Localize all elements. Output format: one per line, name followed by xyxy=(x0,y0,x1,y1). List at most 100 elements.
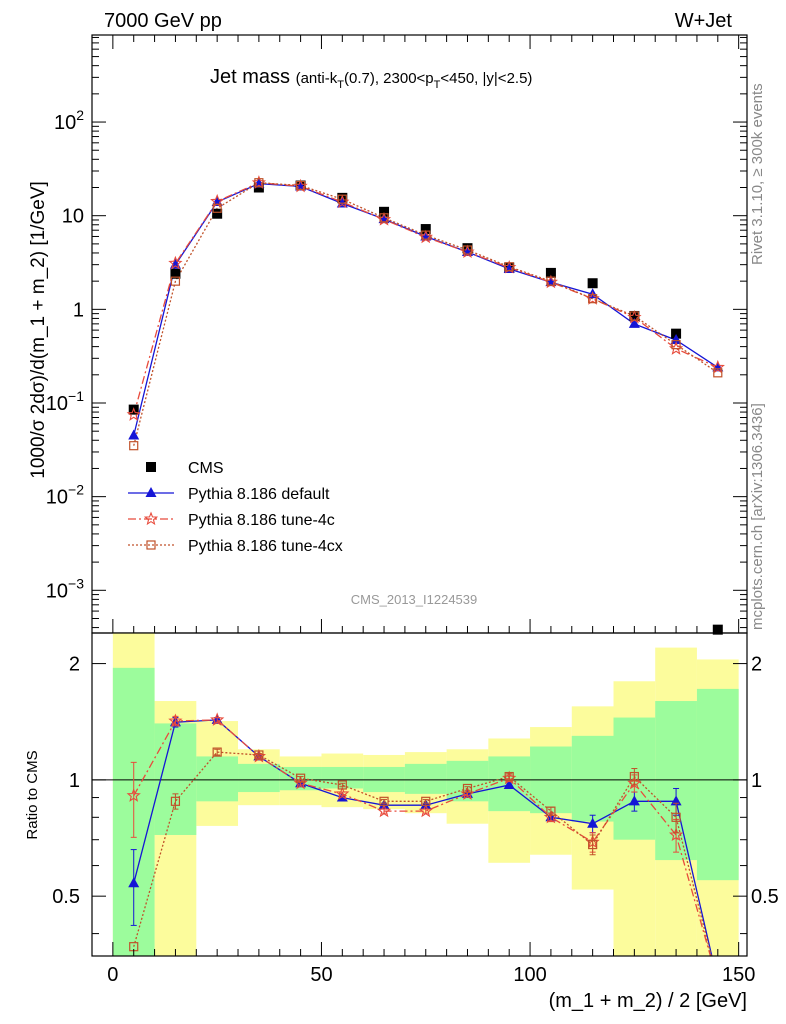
data-point xyxy=(418,803,433,818)
y-tick-base: 10 xyxy=(46,393,68,415)
inner-band xyxy=(154,723,197,835)
main-title-group: Jet mass (anti-kT(0.7), 2300<pT<450, |y|… xyxy=(210,66,532,91)
data-point xyxy=(170,796,181,806)
data-point xyxy=(671,328,682,339)
y-tick-base: 10 xyxy=(54,112,76,134)
data-point xyxy=(337,780,347,790)
y-axis-label-ratio: Ratio to CMS xyxy=(24,750,41,839)
data-point xyxy=(143,511,159,526)
ratio-line xyxy=(133,719,712,956)
data-point xyxy=(376,803,392,818)
data-point xyxy=(295,773,306,783)
watermark: CMS_2013_I1224539 xyxy=(351,592,478,607)
data-point xyxy=(421,796,431,806)
data-point xyxy=(671,340,681,350)
side-label-rivet: Rivet 3.1.10, ≥ 300k events xyxy=(749,83,766,265)
data-point xyxy=(668,827,684,842)
data-point xyxy=(379,213,389,223)
data-point xyxy=(254,750,264,760)
data-point xyxy=(629,310,640,321)
y-tick-exp: −2 xyxy=(68,482,84,498)
y-tick-exp: −1 xyxy=(68,388,84,404)
title-part: <450, |y|<2.5) xyxy=(440,70,532,87)
ratio-y-tick-label: 0.5 xyxy=(52,886,80,908)
legend-label: Pythia 8.186 tune-4c xyxy=(188,512,335,529)
data-point xyxy=(168,255,183,270)
y-tick-base: 10 xyxy=(46,487,68,509)
y-tick-label: 10−1 xyxy=(46,388,84,415)
data-point xyxy=(546,276,556,286)
ratio-frame xyxy=(91,632,748,957)
data-point xyxy=(210,712,225,726)
data-point xyxy=(379,796,389,806)
y-tick-label: 102 xyxy=(54,107,84,134)
legend-label: CMS xyxy=(188,460,224,477)
side-label-mcplots: mcplots.cern.ch [arXiv:1306.3436] xyxy=(749,403,766,630)
y-axis-title-main: 1000/σ 2dσ)/d(m_1 + m_2) [1/GeV] xyxy=(28,181,49,479)
data-point xyxy=(503,778,515,789)
data-point xyxy=(587,278,598,289)
y-tick-label: 10−2 xyxy=(46,482,84,509)
data-point xyxy=(588,839,598,850)
ratio-y-tick-label: 2 xyxy=(69,654,80,676)
data-point xyxy=(129,441,139,451)
data-point xyxy=(126,788,141,802)
y-tick-exp: 2 xyxy=(76,107,84,123)
data-point xyxy=(337,194,347,204)
title-part: (0.7), 2300<p xyxy=(344,70,434,87)
data-point xyxy=(421,230,431,240)
x-axis-title: (m_1 + m_2) / 2 [GeV] xyxy=(549,990,747,1012)
data-point xyxy=(629,311,639,321)
y-axis-label-main: 1000/σ 2dσ)/d(m_1 + m_2) [1/GeV] xyxy=(28,181,49,479)
ratio-y-tick-label: 2 xyxy=(751,654,762,676)
legend-entry: Pythia 8.186 tune-4c xyxy=(128,511,335,529)
data-point xyxy=(170,268,181,279)
title-part: Jet mass xyxy=(210,66,296,88)
data-point xyxy=(295,180,306,191)
data-point xyxy=(212,208,223,219)
legend-entry: CMS xyxy=(146,460,224,477)
x-tick-label: 100 xyxy=(513,964,546,986)
legend-label: Pythia 8.186 default xyxy=(188,486,330,503)
ratio-y-tick-label: 1 xyxy=(69,770,80,792)
data-point xyxy=(335,786,350,800)
title-part: T xyxy=(434,79,441,91)
data-point xyxy=(146,462,156,472)
inner-band xyxy=(404,763,447,794)
y-axis-title-ratio: Ratio to CMS xyxy=(24,750,41,839)
data-point xyxy=(546,806,556,816)
y-tick-base: 10 xyxy=(46,580,68,602)
data-point xyxy=(420,224,431,235)
rivet-text: Rivet 3.1.10, ≥ 300k events xyxy=(749,83,766,265)
x-tick-label: 50 xyxy=(310,964,332,986)
inner-band xyxy=(196,756,239,802)
inner-band xyxy=(571,735,614,822)
legend-entry: Pythia 8.186 tune-4cx xyxy=(128,538,343,555)
y-tick-exp: −3 xyxy=(68,575,84,591)
data-point xyxy=(128,877,140,888)
data-point xyxy=(126,407,141,421)
title-part: T xyxy=(337,79,344,91)
data-point xyxy=(168,713,183,728)
header-right: W+Jet xyxy=(675,10,733,32)
data-point xyxy=(504,771,514,782)
title-part: (anti-k xyxy=(296,70,338,87)
ratio-series-group xyxy=(126,712,713,956)
data-point xyxy=(379,206,390,217)
data-point xyxy=(128,429,140,440)
data-point xyxy=(587,817,599,828)
main-title: Jet mass (anti-kT(0.7), 2300<pT<450, |y|… xyxy=(210,66,532,91)
data-point xyxy=(545,267,556,278)
ratio-y-tick-label: 1 xyxy=(751,770,762,792)
data-point xyxy=(629,771,639,782)
data-point xyxy=(504,262,514,272)
header-left: 7000 GeV pp xyxy=(104,10,222,32)
data-point xyxy=(462,245,473,255)
y-tick-label: 1 xyxy=(73,299,84,321)
data-point xyxy=(627,775,642,790)
legend-entry: Pythia 8.186 default xyxy=(128,486,330,503)
y-tick-label: 10 xyxy=(62,206,84,228)
inner-band xyxy=(238,763,280,793)
y-tick-label: 10−3 xyxy=(46,575,84,602)
x-tick-label: 150 xyxy=(722,964,755,986)
